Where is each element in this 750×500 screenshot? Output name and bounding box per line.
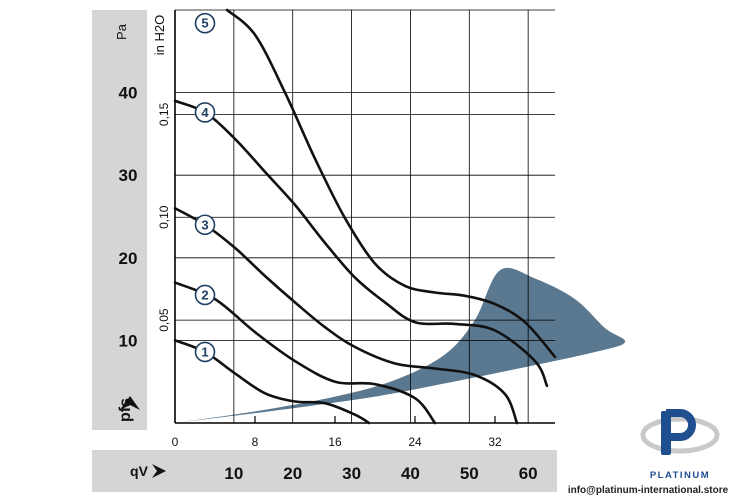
inh2o-unit-label: in H2O — [152, 15, 167, 55]
plot-grid — [174, 9, 555, 424]
logo-p-bowl-icon — [666, 409, 696, 441]
m3h-tick-label: 60 — [519, 464, 538, 483]
curve-marker-label-1: 1 — [201, 344, 208, 359]
curve-marker-5 — [194, 12, 216, 34]
operating-region — [175, 267, 626, 423]
cfm-tick-label: 24 — [408, 435, 422, 449]
curve-marker-2 — [194, 284, 216, 306]
pa-tick-label: 40 — [119, 84, 138, 103]
curve-marker-label-2: 2 — [201, 287, 208, 302]
cfm-tick-label: 16 — [328, 435, 342, 449]
inh2o-tick-label: 0,05 — [157, 308, 171, 332]
m3h-tick-label: 50 — [460, 464, 479, 483]
platinum-watermark: PLATINUM info@platinum-international.sto… — [568, 409, 729, 496]
contact-email: info@platinum-international.store — [568, 485, 729, 496]
pa-tick-label: 10 — [119, 331, 138, 350]
pa-unit-label: Pa — [114, 23, 129, 40]
performance-curves: 1 2 3 4 5 — [173, 8, 557, 425]
inh2o-tick-label: 0,15 — [157, 102, 171, 126]
bottom-axis-band — [92, 450, 557, 492]
m3h-tick-label: 10 — [224, 464, 243, 483]
curve-marker-3 — [194, 214, 216, 236]
cfm-tick-label: 32 — [488, 435, 502, 449]
logo-swoosh-icon — [640, 416, 720, 454]
pa-tick-label: 20 — [119, 249, 138, 268]
m3h-tick-label: 30 — [342, 464, 361, 483]
m3h-tick-label: 40 — [401, 464, 420, 483]
curve-marker-4 — [194, 102, 216, 123]
curve-marker-1 — [194, 341, 216, 363]
brand-name: PLATINUM — [650, 470, 710, 481]
pa-tick-label: 30 — [119, 166, 138, 185]
cfm-tick-label: 8 — [252, 435, 259, 449]
m3h-tick-label: 20 — [283, 464, 302, 483]
left-axis-band — [92, 10, 147, 430]
operating-region-shape — [175, 267, 626, 423]
curve-marker-label-5: 5 — [201, 16, 208, 31]
qv-arrow-icon — [152, 464, 166, 478]
performance-curve-3 — [173, 206, 519, 425]
qv-axis-label: qV — [130, 463, 149, 479]
curve-marker-label-3: 3 — [201, 217, 208, 232]
cfm-tick-label: 0 — [172, 435, 179, 449]
inh2o-tick-label: 0,10 — [157, 205, 171, 229]
curve-marker-label-4: 4 — [201, 105, 209, 120]
pfs-arrow-icon — [120, 396, 140, 410]
performance-curve-2 — [173, 281, 437, 425]
performance-curve-4 — [173, 99, 549, 388]
performance-curve-5 — [225, 8, 557, 359]
